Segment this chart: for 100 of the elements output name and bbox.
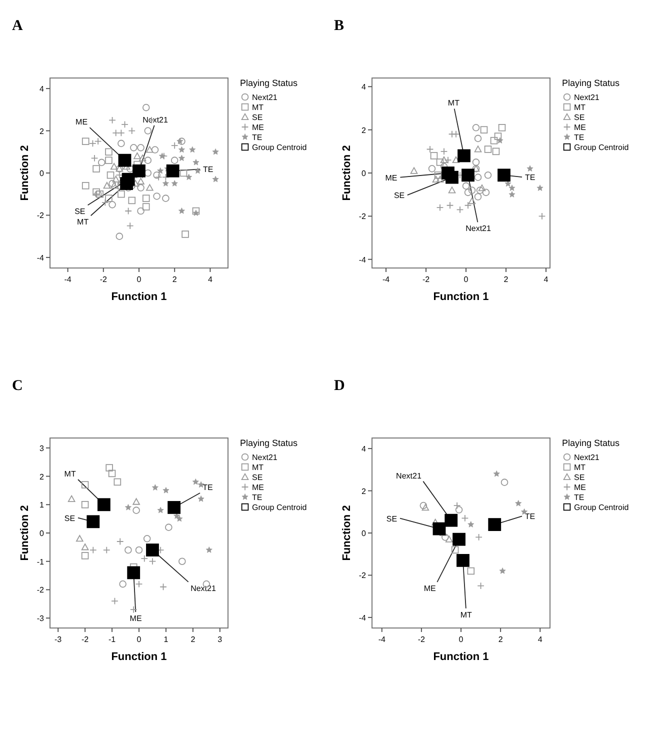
y-tick-label: 0 — [40, 169, 45, 178]
y-tick-label: -1 — [36, 557, 45, 566]
y-tick-label: -2 — [358, 212, 367, 222]
annotation: ME — [76, 118, 88, 127]
chart-title: B — [334, 18, 344, 34]
legend-title: Playing Status — [562, 438, 620, 448]
x-tick-label: 0 — [464, 275, 469, 284]
x-axis-title: Function 1 — [111, 291, 167, 303]
y-tick-label: 4 — [362, 444, 367, 454]
y-axis-title: Function 2 — [341, 145, 353, 201]
legend-label: ME — [574, 483, 586, 492]
annotation: Next21 — [396, 471, 422, 480]
annotation: ME — [130, 614, 142, 623]
y-tick-label: 2 — [362, 486, 367, 496]
x-axis-title: Function 1 — [433, 651, 489, 663]
y-tick-label: 2 — [362, 126, 367, 135]
annotation: TE — [202, 482, 213, 492]
x-tick-label: -2 — [422, 275, 430, 284]
x-axis-title: Function 1 — [433, 291, 489, 303]
x-tick-label: -2 — [100, 275, 108, 284]
legend-label: MT — [252, 103, 264, 112]
legend-title: Playing Status — [562, 78, 620, 88]
x-tick-label: -4 — [378, 635, 386, 644]
x-tick-label: 1 — [164, 635, 169, 644]
legend-label: ME — [252, 483, 264, 492]
annotation: Next21 — [466, 224, 492, 234]
legend-label: SE — [574, 473, 585, 482]
x-tick-label: -2 — [82, 635, 90, 644]
x-tick-label: 2 — [498, 635, 504, 644]
legend-label: Next21 — [252, 93, 278, 102]
y-axis-title: Function 2 — [19, 145, 31, 201]
annotation: SE — [64, 514, 76, 523]
y-axis-title: Function 2 — [341, 505, 353, 561]
x-tick-label: 0 — [136, 275, 142, 284]
legend-label: Group Centroid — [252, 503, 307, 512]
y-tick-label: 1 — [40, 500, 45, 510]
legend-label: ME — [252, 123, 264, 132]
annotation: TE — [524, 173, 536, 182]
y-tick-label: 4 — [362, 82, 367, 92]
legend-label: Group Centroid — [574, 143, 629, 152]
x-axis-title: Function 1 — [111, 651, 167, 663]
x-tick-label: -1 — [108, 635, 116, 644]
legend-label: TE — [574, 133, 584, 142]
x-tick-label: -4 — [382, 275, 390, 284]
legend-label: ME — [574, 123, 586, 132]
annotation: ME — [424, 584, 436, 594]
legend-label: SE — [252, 473, 263, 482]
legend-label: Next21 — [574, 93, 600, 102]
annotation: TE — [524, 512, 536, 522]
annotation: ME — [385, 173, 398, 182]
x-tick-label: -3 — [54, 635, 62, 644]
annotation: MT — [64, 470, 76, 479]
annotation: MT — [460, 610, 472, 620]
y-tick-label: 0 — [362, 529, 367, 538]
x-tick-label: 4 — [208, 275, 213, 284]
y-tick-label: -4 — [36, 253, 45, 262]
annotation: Next21 — [190, 584, 216, 593]
legend-label: Next21 — [574, 453, 600, 462]
chart-title: A — [12, 18, 23, 34]
x-tick-label: 3 — [218, 635, 223, 644]
legend-label: TE — [252, 133, 262, 142]
x-tick-label: 0 — [136, 635, 142, 644]
legend-label: Group Centroid — [252, 143, 307, 152]
legend-label: SE — [252, 113, 263, 122]
legend-label: SE — [574, 113, 585, 122]
y-tick-label: 2 — [40, 126, 45, 136]
annotation: SE — [386, 514, 398, 524]
y-axis-title: Function 2 — [19, 505, 31, 561]
y-tick-label: -3 — [36, 614, 45, 624]
y-tick-label: -2 — [36, 586, 45, 595]
annotation: SE — [394, 191, 405, 200]
x-tick-label: 4 — [538, 635, 543, 644]
legend-label: Next21 — [252, 453, 278, 462]
x-tick-label: 0 — [458, 635, 464, 644]
x-tick-label: 2 — [190, 635, 196, 644]
chart-title: C — [12, 378, 23, 394]
y-tick-label: -2 — [358, 571, 367, 580]
legend-label: MT — [252, 463, 264, 472]
chart-title: D — [334, 378, 345, 394]
legend-title: Playing Status — [240, 78, 298, 88]
x-tick-label: 4 — [544, 275, 549, 284]
y-tick-label: 2 — [40, 472, 45, 482]
y-tick-label: -4 — [358, 255, 367, 264]
x-tick-label: -2 — [418, 635, 426, 644]
annotation: TE — [202, 165, 214, 174]
legend-label: MT — [574, 463, 586, 472]
y-tick-label: 3 — [40, 444, 45, 453]
y-tick-label: -2 — [36, 211, 45, 220]
y-tick-label: 4 — [40, 84, 45, 94]
y-tick-label: 0 — [40, 529, 45, 538]
x-tick-label: 2 — [172, 275, 178, 284]
legend-label: Group Centroid — [574, 503, 629, 512]
annotation: MT — [448, 98, 460, 108]
y-tick-label: 0 — [362, 169, 367, 178]
legend-label: TE — [574, 493, 584, 502]
x-tick-label: -4 — [64, 275, 72, 284]
x-tick-label: 2 — [504, 275, 509, 284]
annotation: SE — [74, 207, 86, 216]
legend-title: Playing Status — [240, 438, 298, 448]
annotation: MT — [77, 218, 89, 227]
